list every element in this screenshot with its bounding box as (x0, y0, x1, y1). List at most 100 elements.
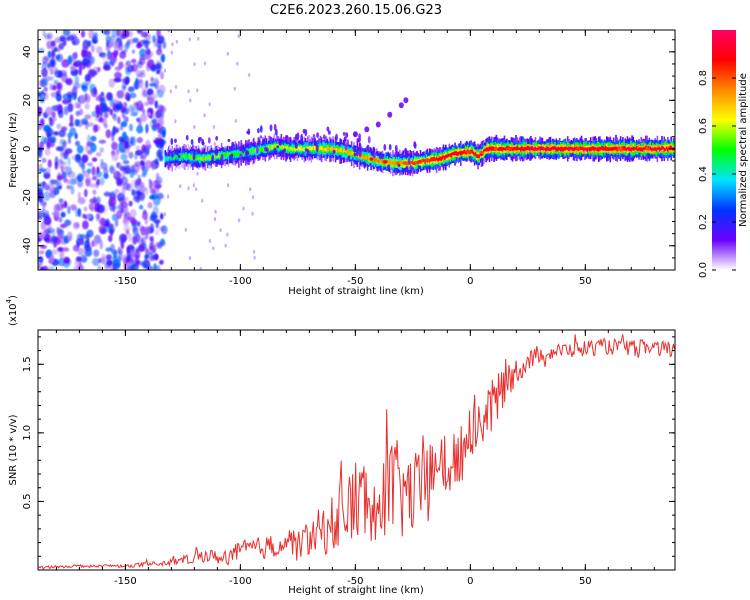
noise-blob (253, 255, 256, 260)
ridge-cell (549, 147, 552, 151)
noise-blob (145, 80, 149, 89)
noise-blob (62, 247, 70, 252)
ridge-cell (170, 156, 172, 160)
noise-blob (155, 109, 162, 119)
noise-blob (146, 112, 152, 117)
ridge-cell (411, 160, 414, 165)
spectrogram-y-axis-label: Frequency (Hz) (8, 112, 19, 188)
noise-blob (59, 35, 66, 42)
noise-blob (149, 236, 154, 242)
noise-blob (151, 93, 158, 100)
ridge-spur (287, 136, 290, 144)
ridge-spur (207, 137, 211, 144)
noise-blob (75, 207, 79, 218)
ridge-cell (311, 145, 314, 150)
snr-scale-close: ) (8, 295, 19, 299)
noise-blob (84, 245, 92, 252)
noise-blob (127, 265, 135, 270)
ridge-cell (396, 161, 399, 166)
ridge-spur (261, 139, 265, 145)
noise-blob (193, 125, 196, 129)
ridge-cell (341, 150, 344, 154)
ridge-cell (430, 157, 432, 162)
ridge-cell (476, 154, 478, 158)
ridge-cell (217, 153, 219, 158)
noise-blob (149, 223, 155, 234)
noise-blob (65, 219, 70, 227)
noise-blob (134, 161, 142, 167)
ridge-spur (415, 151, 418, 157)
noise-blob (46, 250, 52, 257)
secondary-trace-point (364, 126, 370, 133)
noise-blob (174, 84, 178, 89)
ridge-cell (543, 147, 546, 151)
ridge-cell (474, 152, 477, 156)
ridge-cell (272, 145, 275, 149)
ridge-spur (372, 146, 376, 152)
ridge-cell (332, 147, 334, 152)
ridge-cell (325, 147, 328, 152)
ridge-cell (446, 154, 448, 158)
snr-line-layer (38, 334, 675, 570)
noise-blob (80, 30, 86, 38)
noise-blob (47, 141, 52, 149)
colorbar-ticks: 0.0 0.2 0.4 0.6 0.8 (698, 70, 736, 278)
noise-blob (149, 180, 153, 190)
ridge-cell (378, 160, 380, 163)
noise-blob (47, 159, 52, 168)
noise-blob (60, 165, 64, 173)
spectrogram-heatmap (38, 30, 675, 270)
ridge-cell (292, 147, 294, 151)
ridge-peak (499, 147, 506, 151)
noise-blob (158, 37, 164, 45)
noise-blob (77, 247, 85, 256)
noise-blob (248, 73, 251, 77)
noise-blob (192, 183, 196, 188)
ridge-cell (553, 146, 555, 150)
ridge-cell (258, 147, 261, 151)
ridge-cell (213, 154, 216, 158)
noise-blob (127, 64, 135, 73)
noise-blob (144, 217, 148, 225)
ridge-cell (561, 146, 563, 152)
noise-blob (99, 239, 103, 250)
ridge-cell (322, 147, 324, 152)
noise-blob (77, 208, 82, 217)
ridge-cell (542, 146, 545, 151)
ridge-spur (174, 138, 177, 143)
noise-blob (136, 260, 141, 266)
ridge-cell (377, 159, 379, 163)
ridge-spur (167, 153, 171, 157)
ridge-cell (599, 146, 601, 151)
noise-blob (159, 71, 165, 80)
ridge-peak (644, 147, 650, 151)
ridge-cell (541, 146, 544, 151)
ridge-spur (273, 147, 277, 155)
ridge-cell (181, 155, 184, 159)
noise-blob (155, 63, 161, 70)
noise-blob (70, 185, 75, 195)
noise-blob (109, 164, 115, 175)
ridge-cell (215, 155, 217, 159)
noise-blob (77, 191, 82, 200)
ridge-cell (199, 156, 201, 160)
ridge-cell (169, 156, 171, 160)
ridge-cell (484, 148, 486, 152)
ridge-cell (273, 144, 276, 148)
ridge-cell (422, 158, 424, 165)
ridge-cell (262, 146, 264, 151)
ridge-cell (435, 156, 438, 161)
ridge-cell (180, 155, 183, 159)
colorbar-tick-label: 0.2 (698, 214, 709, 230)
ridge-cell (345, 149, 347, 153)
ridge-cell (300, 145, 302, 151)
ridge-cell (642, 147, 645, 151)
noise-blob (56, 226, 60, 234)
spectrogram-panel: -150 -100 -50 0 50 -40 -20 0 20 40 Height of str… (8, 29, 676, 297)
ridge-cell (533, 147, 536, 151)
ridge-cell (324, 148, 326, 152)
ridge-spur (369, 146, 372, 153)
ridge-cell (350, 152, 353, 155)
spectrogram-x-tick-label: 50 (579, 276, 592, 287)
noise-blob (139, 191, 145, 202)
